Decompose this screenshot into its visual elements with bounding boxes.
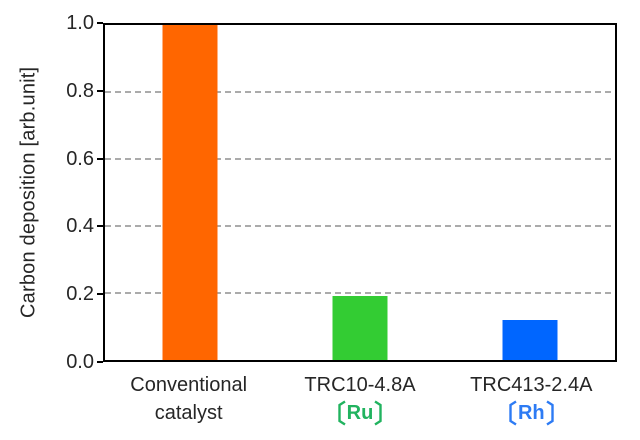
bar-conventional-catalyst bbox=[162, 25, 218, 360]
y-tick-label-1.0: 1.0 bbox=[66, 12, 94, 34]
x-axis: Conventional catalyst TRC10-4.8A Ru TRC413-2… bbox=[103, 371, 617, 427]
x-label-line1: TRC10-4.8A bbox=[304, 374, 416, 396]
x-label-line2-text: Rh bbox=[517, 402, 545, 424]
x-label-trc413-2-4a-rh: TRC413-2.4A Rh bbox=[446, 371, 617, 427]
y-tick-mark-0.6 bbox=[97, 157, 103, 160]
x-label-line1: Conventional bbox=[130, 374, 248, 396]
y-axis-title: Carbon deposition [arb.unit] bbox=[17, 66, 40, 319]
gridline-0.6 bbox=[105, 158, 615, 160]
y-tick-label-0.8: 0.8 bbox=[66, 79, 94, 102]
y-tick-label-0.2: 0.2 bbox=[66, 283, 94, 306]
x-label-line2: Ru bbox=[274, 399, 445, 427]
y-tick-mark-0.0 bbox=[97, 361, 103, 363]
x-label-line2-text: catalyst bbox=[154, 402, 223, 424]
gridline-0.8 bbox=[105, 91, 615, 93]
gridline-0.2 bbox=[105, 292, 615, 294]
x-label-line2: catalyst bbox=[103, 399, 274, 427]
y-tick-mark-0.2 bbox=[97, 293, 103, 296]
y-tick-label-0.6: 0.6 bbox=[66, 147, 94, 170]
y-tick-label-0.0: 0.0 bbox=[66, 351, 94, 373]
x-label-line2-text: Ru bbox=[346, 402, 374, 424]
bar-trc413-2-4a-rh bbox=[502, 319, 558, 360]
y-tick-label-0.4: 0.4 bbox=[66, 215, 94, 238]
plot-area bbox=[103, 23, 617, 362]
gridline-0.4 bbox=[105, 225, 615, 227]
bracket-right-icon bbox=[546, 400, 554, 426]
x-label-line2: Rh bbox=[446, 399, 617, 427]
y-tick-mark-0.8 bbox=[97, 89, 103, 92]
y-tick-mark-1.0 bbox=[97, 22, 103, 24]
bar-trc10-4-8a-ru bbox=[332, 296, 388, 360]
x-label-trc10-4-8a-ru: TRC10-4.8A Ru bbox=[274, 371, 445, 427]
x-label-line1: TRC413-2.4A bbox=[470, 374, 593, 396]
bracket-left-icon bbox=[509, 400, 517, 426]
bracket-right-icon bbox=[374, 400, 383, 426]
bracket-left-icon bbox=[337, 400, 346, 426]
y-tick-mark-0.4 bbox=[97, 225, 103, 228]
x-label-conventional-catalyst: Conventional catalyst bbox=[103, 371, 274, 427]
